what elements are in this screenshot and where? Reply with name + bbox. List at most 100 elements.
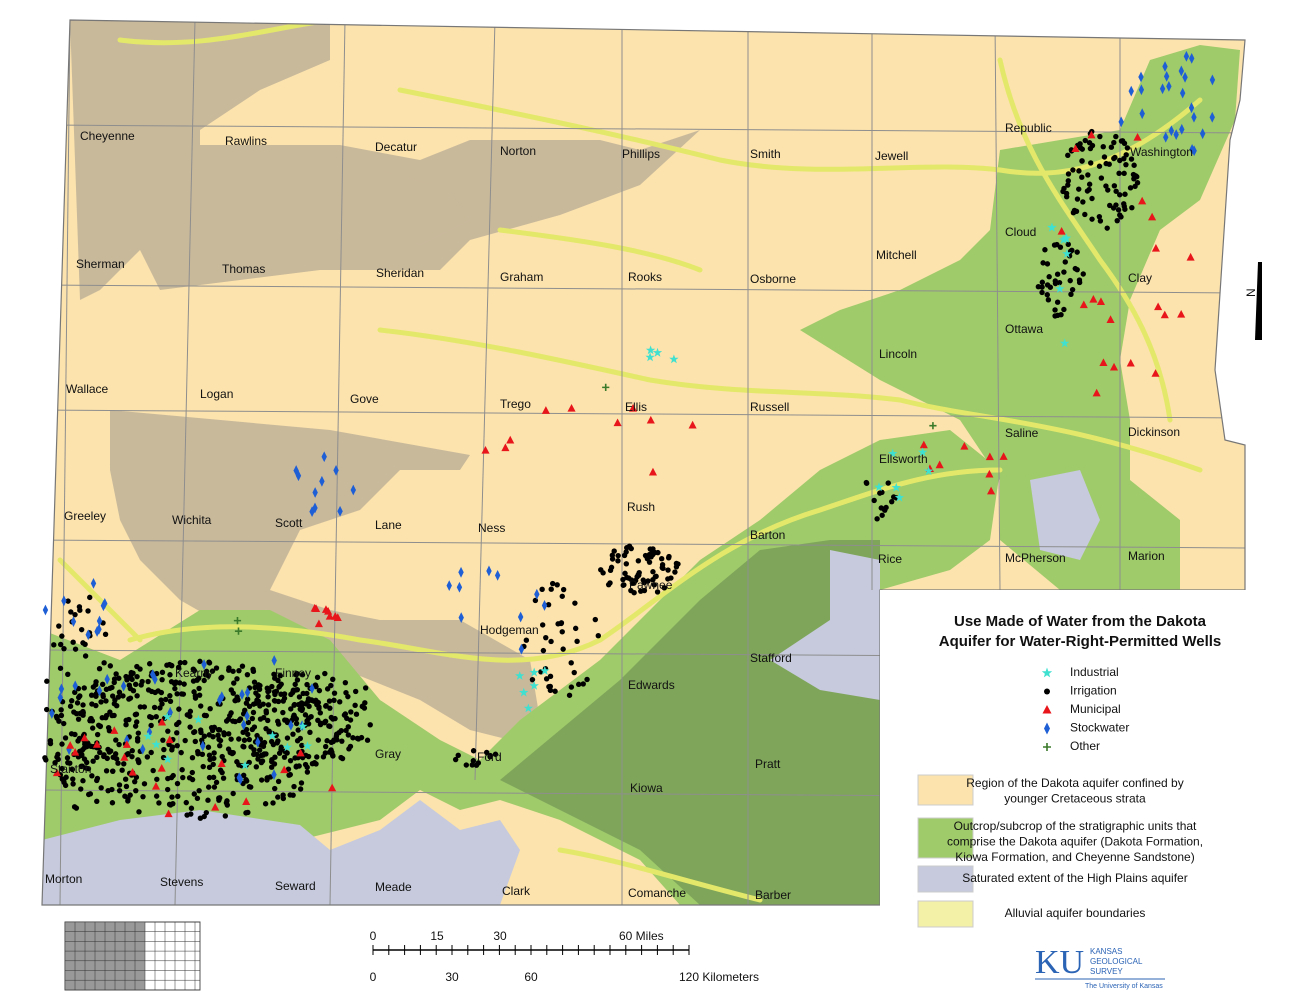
irrigation-symbol (134, 738, 141, 744)
stockwater-symbol (94, 626, 100, 637)
stockwater-symbol (140, 743, 146, 755)
industrial-symbol (1058, 234, 1069, 244)
stockwater-symbol (1189, 52, 1195, 64)
irrigation-symbol (258, 752, 264, 759)
irrigation-symbol (126, 696, 132, 702)
irrigation-symbol (262, 801, 269, 807)
municipal-symbol (164, 809, 173, 818)
irrigation-symbol (299, 742, 305, 749)
stockwater-symbol (1139, 108, 1145, 120)
irrigation-symbol (539, 586, 545, 593)
municipal-symbol (648, 467, 658, 476)
irrigation-symbol (322, 743, 329, 750)
irrigation-symbol (1101, 154, 1108, 160)
irrigation-symbol (1098, 175, 1105, 181)
irrigation-symbol (344, 715, 350, 722)
irrigation-symbol (1071, 207, 1078, 214)
municipal-symbol (1079, 300, 1088, 309)
irrigation-symbol (85, 741, 91, 747)
irrigation-symbol (150, 767, 156, 774)
irrigation-symbol (622, 570, 628, 577)
stockwater-symbol (244, 710, 250, 722)
municipal-symbol (157, 763, 166, 772)
county-labels: Cheyenne Rawlins Decatur Norton Phillips Smit… (45, 121, 1193, 902)
irrigation-symbol (128, 672, 134, 678)
industrial-symbol (240, 760, 250, 770)
irrigation-symbol (282, 717, 288, 723)
irrigation-symbol (275, 698, 282, 705)
irrigation-symbol (116, 782, 123, 788)
irrigation-symbol (1108, 144, 1115, 150)
irrigation-symbol (189, 769, 195, 776)
industrial-symbol (888, 448, 898, 458)
stockwater-symbol (100, 600, 107, 612)
municipal-symbol (1160, 310, 1169, 319)
irrigation-symbol (196, 787, 202, 794)
irrigation-symbol (1096, 163, 1103, 169)
irrigation-symbol (169, 794, 175, 800)
irrigation-symbol (1133, 173, 1139, 179)
stockwater-symbol (1168, 125, 1175, 137)
irrigation-symbol (1076, 168, 1082, 174)
irrigation-symbol (113, 737, 119, 743)
irrigation-symbol (1074, 266, 1080, 273)
irrigation-symbol (308, 714, 314, 720)
irrigation-symbol (217, 795, 223, 801)
county-label: Trego (500, 397, 531, 411)
irrigation-symbol (73, 805, 80, 811)
industrial-symbol (923, 466, 934, 476)
irrigation-symbol (1080, 199, 1086, 205)
irrigation-symbol (324, 738, 330, 744)
irrigation-symbol (270, 741, 277, 748)
logo-mark: KU (1035, 944, 1084, 981)
irrigation-symbol (180, 774, 186, 781)
irrigation-symbol (254, 732, 260, 739)
municipal-symbol (1186, 252, 1195, 261)
stockwater-symbol (288, 719, 294, 731)
irrigation-symbol (171, 680, 178, 687)
irrigation-symbol (228, 687, 234, 693)
north-arrow: N (1244, 262, 1262, 340)
irrigation-symbol (211, 750, 217, 756)
irrigation-symbol (288, 691, 294, 698)
municipal-symbol (1042, 705, 1052, 714)
irrigation-symbol (560, 646, 566, 652)
irrigation-symbol (320, 754, 327, 760)
irrigation-symbol (111, 679, 117, 686)
irrigation-symbol (183, 799, 189, 806)
county-label: Greeley (64, 509, 106, 523)
irrigation-symbol (299, 672, 306, 678)
irrigation-symbol (161, 746, 167, 753)
irrigation-symbol (189, 754, 196, 761)
irrigation-symbol (338, 728, 344, 734)
municipal-symbol (325, 611, 334, 620)
irrigation-symbol (129, 753, 135, 760)
irrigation-symbol (174, 730, 180, 736)
irrigation-symbol (352, 702, 358, 708)
irrigation-symbol (164, 786, 171, 793)
industrial-symbol (529, 667, 539, 677)
irrigation-symbol (595, 632, 602, 639)
industrial-symbol (143, 731, 153, 741)
irrigation-symbol (353, 711, 360, 717)
stockwater-symbol (1138, 84, 1145, 96)
stockwater-symbol (1163, 131, 1169, 143)
county-label: Graham (500, 270, 543, 284)
irrigation-symbol (178, 749, 184, 756)
irrigation-symbol (1065, 171, 1072, 177)
irrigation-symbol (559, 593, 565, 599)
irrigation-symbol (253, 764, 260, 770)
irrigation-symbol (878, 505, 884, 511)
irrigation-symbol (1061, 306, 1067, 313)
industrial-symbol (282, 742, 293, 752)
irrigation-symbol (167, 693, 173, 699)
irrigation-symbol (157, 705, 163, 711)
irrigation-symbol (129, 748, 135, 754)
irrigation-symbol (1089, 216, 1095, 222)
irrigation-symbol (463, 762, 469, 768)
irrigation-symbol (278, 691, 284, 697)
irrigation-symbol (294, 677, 301, 683)
municipal-symbol (985, 469, 994, 478)
irrigation-symbol (100, 692, 106, 698)
irrigation-symbol (278, 744, 284, 750)
